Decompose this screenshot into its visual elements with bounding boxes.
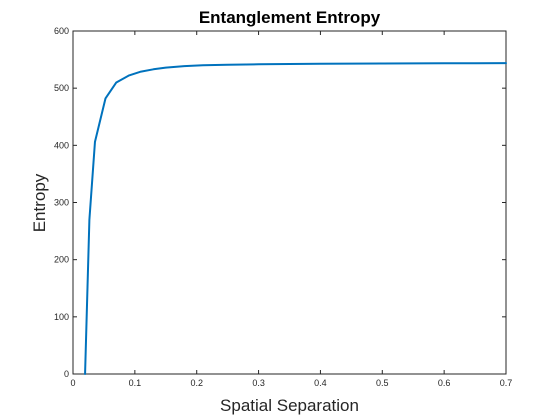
y-axis-title: Entropy xyxy=(30,173,49,232)
y-tick-label: 0 xyxy=(64,369,69,379)
x-tick-label: 0.6 xyxy=(438,378,451,388)
plot-area xyxy=(73,31,506,374)
y-tick-label: 400 xyxy=(54,140,69,150)
x-tick-label: 0.1 xyxy=(129,378,142,388)
x-tick-label: 0.3 xyxy=(252,378,265,388)
y-tick-label: 600 xyxy=(54,26,69,36)
x-axis-title: Spatial Separation xyxy=(220,396,359,415)
y-tick-label: 300 xyxy=(54,198,69,208)
x-tick-label: 0.7 xyxy=(500,378,513,388)
y-tick-label: 200 xyxy=(54,255,69,265)
x-tick-label: 0.4 xyxy=(314,378,327,388)
x-tick-label: 0 xyxy=(70,378,75,388)
y-tick-label: 100 xyxy=(54,312,69,322)
x-tick-label: 0.5 xyxy=(376,378,389,388)
y-tick-label: 500 xyxy=(54,83,69,93)
plot-frame xyxy=(73,31,506,374)
chart-title: Entanglement Entropy xyxy=(199,8,381,27)
x-tick-label: 0.2 xyxy=(190,378,203,388)
